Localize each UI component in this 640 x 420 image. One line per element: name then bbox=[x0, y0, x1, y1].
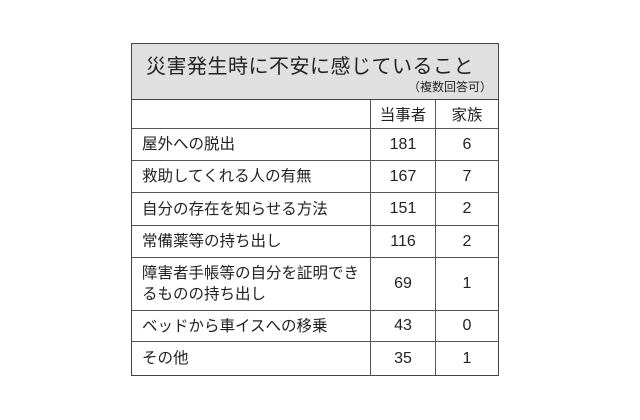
table-row: 救助してくれる人の有無 167 7 bbox=[132, 161, 498, 193]
row-self-count: 69 bbox=[370, 258, 435, 310]
row-label: ベッドから車イスへの移乗 bbox=[142, 316, 328, 335]
row-self-count: 43 bbox=[370, 311, 435, 341]
header-row: 当事者 家族 bbox=[132, 100, 498, 129]
table-title-area: 災害発生時に不安に感じていること （複数回答可） bbox=[132, 44, 498, 100]
table-row: 屋外への脱出 181 6 bbox=[132, 129, 498, 161]
row-label: 障害者手帳等の自分を証明できるものの持ち出し bbox=[142, 264, 360, 303]
table-row: ベッドから車イスへの移乗 43 0 bbox=[132, 311, 498, 342]
row-label: 常備薬等の持ち出し bbox=[142, 232, 282, 250]
row-family-count: 0 bbox=[435, 311, 498, 341]
survey-table: 災害発生時に不安に感じていること （複数回答可） 当事者 家族 屋外への脱出 18… bbox=[131, 43, 499, 376]
row-self-count: 35 bbox=[370, 342, 435, 375]
row-self-count: 167 bbox=[370, 161, 435, 192]
row-self-count: 181 bbox=[370, 129, 435, 160]
table-row: 障害者手帳等の自分を証明できるものの持ち出し 69 1 bbox=[132, 258, 498, 311]
table-row: 常備薬等の持ち出し 116 2 bbox=[132, 226, 498, 258]
row-family-count: 2 bbox=[435, 193, 498, 225]
header-family: 家族 bbox=[435, 100, 498, 128]
row-self-count: 116 bbox=[370, 226, 435, 257]
table-title: 災害発生時に不安に感じていること bbox=[146, 54, 474, 78]
header-self: 当事者 bbox=[370, 100, 435, 128]
row-label: 救助してくれる人の有無 bbox=[142, 167, 312, 185]
row-family-count: 1 bbox=[435, 342, 498, 375]
table-subtitle: （複数回答可） bbox=[407, 80, 492, 94]
header-label bbox=[132, 100, 370, 128]
row-family-count: 6 bbox=[435, 129, 498, 160]
table-row: その他 35 1 bbox=[132, 342, 498, 375]
row-family-count: 2 bbox=[435, 226, 498, 257]
row-label: その他 bbox=[142, 349, 189, 367]
row-family-count: 1 bbox=[435, 258, 498, 310]
row-family-count: 7 bbox=[435, 161, 498, 192]
row-self-count: 151 bbox=[370, 193, 435, 225]
row-label: 自分の存在を知らせる方法 bbox=[142, 199, 328, 218]
table-row: 自分の存在を知らせる方法 151 2 bbox=[132, 193, 498, 226]
row-label: 屋外への脱出 bbox=[142, 135, 236, 153]
